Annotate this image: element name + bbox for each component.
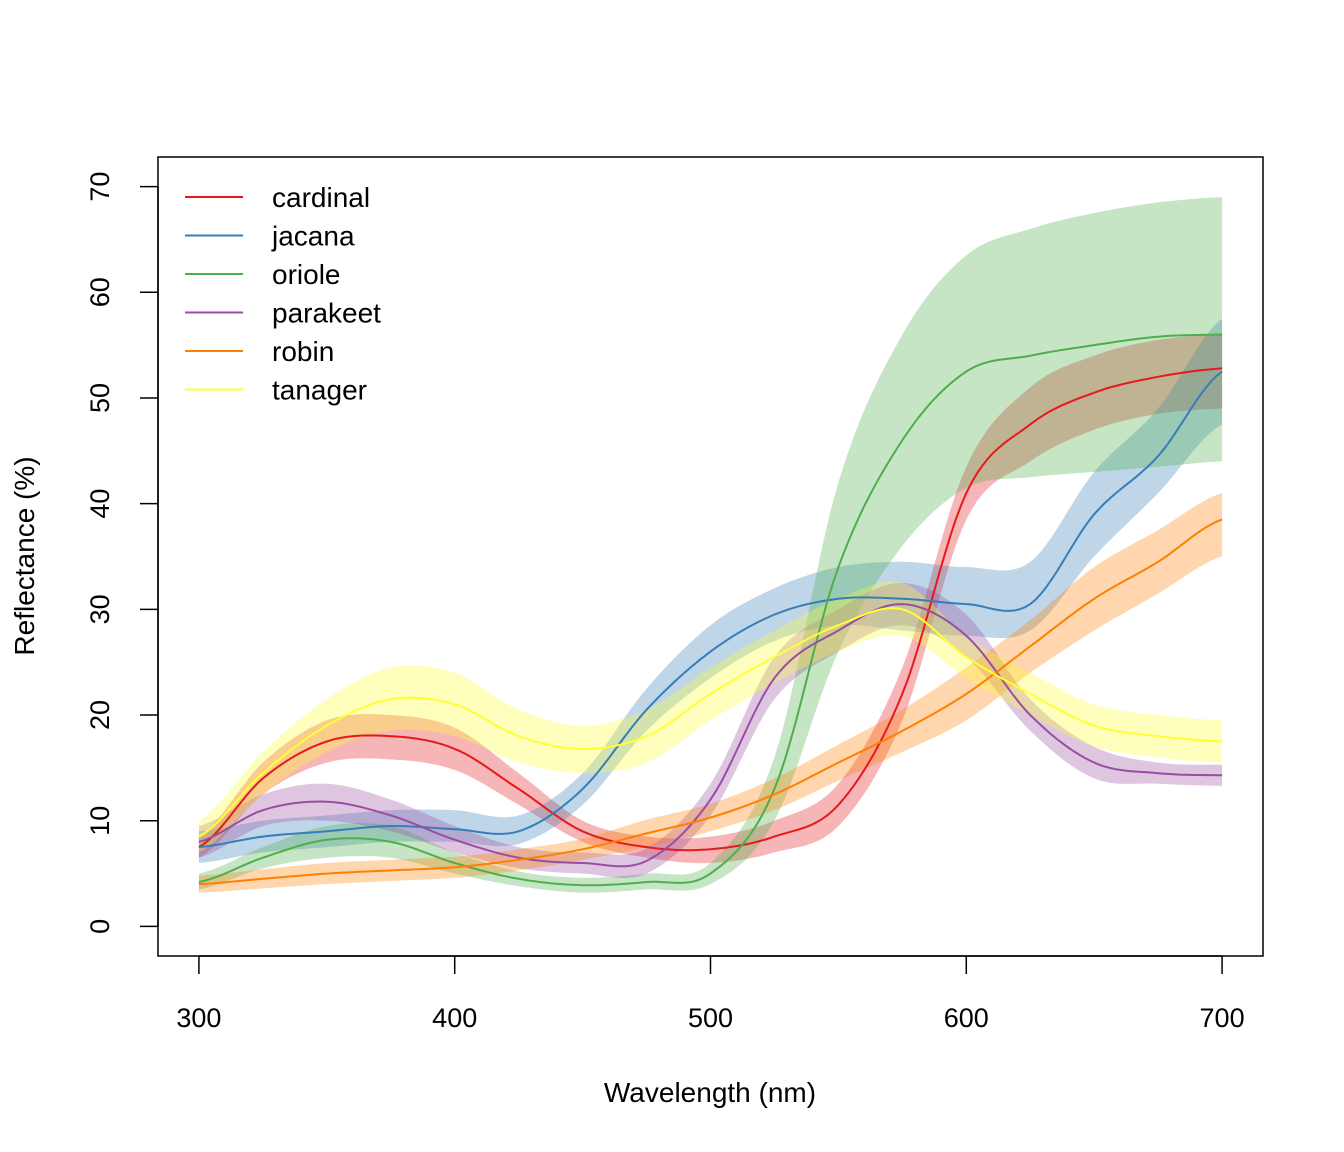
y-tick-label-0: 0: [85, 919, 115, 934]
y-tick-label-40: 40: [85, 489, 115, 519]
band-cardinal: [198, 334, 1223, 864]
legend-label-cardinal: cardinal: [272, 182, 370, 213]
legend-label-robin: robin: [272, 336, 334, 367]
x-tick-label-300: 300: [176, 1003, 221, 1033]
y-tick-label-70: 70: [85, 172, 115, 202]
y-tick-label-30: 30: [85, 594, 115, 624]
band-jacana: [198, 318, 1223, 863]
x-tick-label-500: 500: [688, 1003, 733, 1033]
legend-label-jacana: jacana: [271, 221, 355, 252]
series-line-robin: [198, 518, 1223, 886]
y-tick-label-20: 20: [85, 700, 115, 730]
series-line-parakeet: [198, 603, 1223, 868]
x-axis-title: Wavelength (nm): [604, 1077, 816, 1108]
band-tanager: [198, 581, 1223, 853]
y-tick-label-60: 60: [85, 277, 115, 307]
legend: cardinal jacana oriole parakeet robin tanager: [185, 182, 381, 406]
x-tick-label-700: 700: [1200, 1003, 1245, 1033]
y-axis: 0 10 20 30 40 50 60 70: [85, 172, 159, 934]
series-line-cardinal: [198, 367, 1223, 852]
series-line-tanager: [198, 607, 1223, 838]
legend-label-oriole: oriole: [272, 259, 340, 290]
line-layer: [198, 333, 1223, 887]
y-axis-title: Reflectance (%): [9, 456, 40, 655]
y-tick-label-50: 50: [85, 383, 115, 413]
x-axis: 300 400 500 600 700: [176, 955, 1245, 1033]
x-tick-label-400: 400: [432, 1003, 477, 1033]
legend-label-parakeet: parakeet: [272, 298, 381, 329]
x-tick-label-600: 600: [944, 1003, 989, 1033]
series-line-oriole: [198, 333, 1223, 887]
series-line-jacana: [198, 370, 1223, 849]
y-tick-label-10: 10: [85, 806, 115, 836]
band-robin: [198, 493, 1223, 893]
legend-label-tanager: tanager: [272, 375, 367, 406]
